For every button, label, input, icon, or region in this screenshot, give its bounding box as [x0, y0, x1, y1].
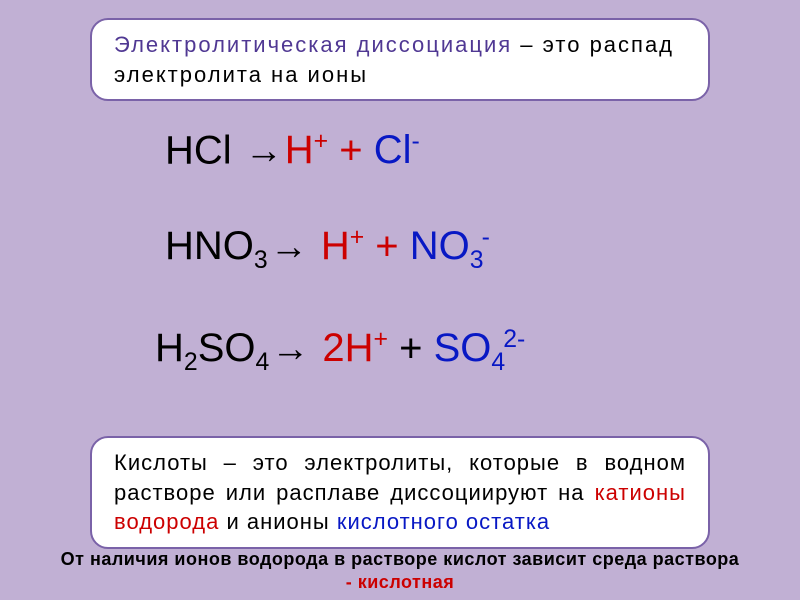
definition-box-top: Электролитическая диссоциация – это расп… [90, 18, 710, 101]
hno3-h-sup: + [350, 224, 364, 251]
h2so4-lhs: H2SO4 [155, 326, 269, 370]
footer-line1: От наличия ионов водорода в растворе кис… [0, 548, 800, 571]
hcl-h-base: H [285, 128, 314, 172]
hno3-h-coef [310, 224, 321, 268]
hno3-anion-base: NO [410, 224, 470, 268]
definition-top-title: Электролитическая диссоциация [114, 32, 512, 57]
hno3-h: H+ [310, 224, 365, 268]
equation-hcl: HCl →H+ + Cl- [165, 128, 420, 173]
hno3-lhs-sub: 3 [254, 247, 268, 274]
definition-top-text: Электролитическая диссоциация – это расп… [114, 30, 686, 89]
hno3-anion-sub: 3 [470, 247, 484, 274]
equation-h2so4: H2SO4→ 2H+ + SO42- [155, 326, 525, 377]
arrow-icon: → [269, 328, 311, 371]
h2so4-h-sup: + [374, 326, 388, 353]
h2so4-anion: SO42- [434, 326, 526, 370]
h2so4-lhs-sub2: 4 [255, 349, 269, 376]
hno3-lhs: HNO3 [165, 224, 268, 268]
h2so4-lhs-sub1: 2 [184, 349, 198, 376]
definition-box-bottom: Кислоты – это электролиты, которые в вод… [90, 436, 710, 549]
hno3-h-base: H [321, 224, 350, 268]
h2so4-lhs-pre: H [155, 326, 184, 370]
def-bottom-part2: и анионы [219, 509, 337, 534]
def-bottom-anion: кислотного остатка [337, 509, 550, 534]
hcl-anion: Cl- [374, 128, 420, 172]
hcl-h: H+ [285, 128, 328, 172]
footer-line2: - кислотная [0, 571, 800, 594]
h2so4-plus: + [388, 326, 434, 370]
h2so4-lhs-mid: SO [198, 326, 256, 370]
h2so4-anion-base: SO [434, 326, 492, 370]
hcl-anion-base: Cl [374, 128, 412, 172]
hno3-anion-sup: - [482, 224, 490, 251]
h2so4-anion-sub: 4 [491, 349, 505, 376]
hno3-plus: + [364, 224, 410, 268]
h2so4-anion-sup: 2- [503, 326, 525, 353]
h2so4-h-base: H [345, 326, 374, 370]
hcl-h-sup: + [314, 128, 328, 155]
footer-note: От наличия ионов водорода в растворе кис… [0, 548, 800, 593]
arrow-icon: → [243, 130, 285, 173]
hcl-anion-sup: - [412, 128, 420, 155]
h2so4-h: 2H+ [311, 326, 388, 370]
def-bottom-word1: Кислоты [114, 450, 208, 475]
arrow-icon: → [268, 226, 310, 269]
equation-hno3: HNO3→ H+ + NO3- [165, 224, 490, 275]
hcl-plus: + [328, 128, 374, 172]
hno3-anion: NO3- [410, 224, 490, 268]
hcl-lhs: HCl [165, 128, 243, 172]
definition-bottom-text: Кислоты – это электролиты, которые в вод… [114, 448, 686, 537]
h2so4-h-coef: 2 [311, 326, 344, 370]
hno3-lhs-base: HNO [165, 224, 254, 268]
